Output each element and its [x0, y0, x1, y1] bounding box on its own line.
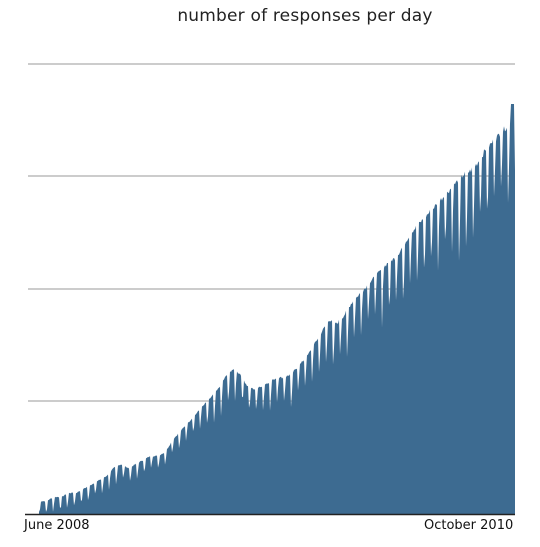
x-tick-label-end: October 2010 — [424, 518, 514, 533]
x-tick-label-start: June 2008 — [24, 518, 90, 533]
chart-title: number of responses per day — [177, 6, 433, 26]
responses-area — [39, 104, 515, 514]
